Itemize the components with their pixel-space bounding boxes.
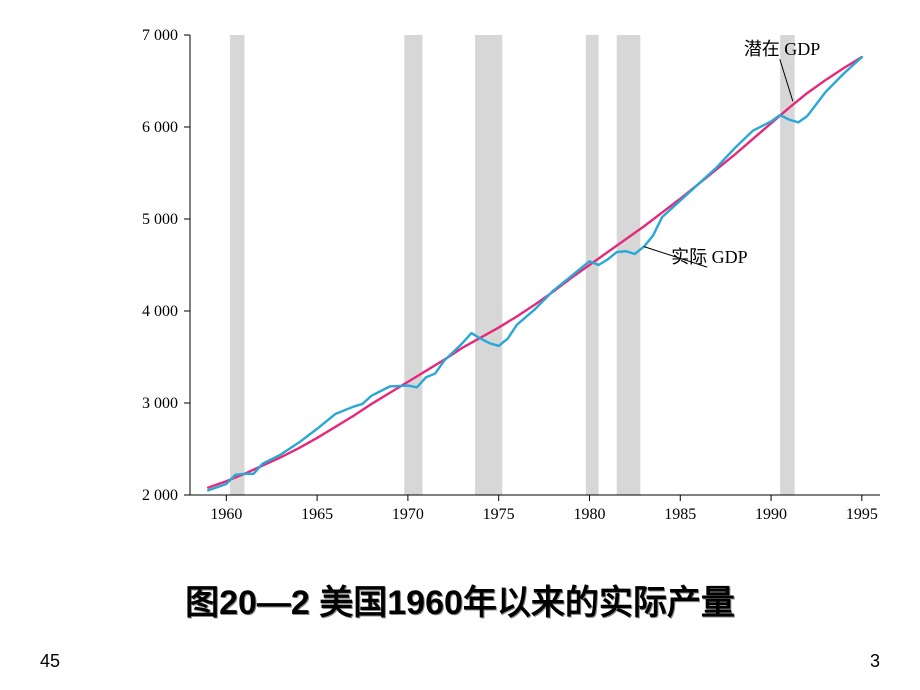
page-number-right: 3 <box>870 651 880 672</box>
svg-text:2 000: 2 000 <box>142 487 178 504</box>
svg-text:1960: 1960 <box>210 506 242 523</box>
svg-text:1990: 1990 <box>755 506 787 523</box>
svg-text:1965: 1965 <box>301 506 333 523</box>
gdp-chart: 2 000 3 000 4 000 5 000 6 000 7 000 1960 1965 19… <box>110 25 890 545</box>
svg-text:3 000: 3 000 <box>142 395 178 412</box>
svg-text:1970: 1970 <box>392 506 424 523</box>
svg-text:7 000: 7 000 <box>142 27 178 44</box>
figure-caption: 图20—2 美国1960年以来的实际产量 <box>0 575 920 624</box>
svg-text:潜在 GDP: 潜在 GDP <box>744 39 821 59</box>
svg-text:6 000: 6 000 <box>142 119 178 136</box>
svg-text:1985: 1985 <box>664 506 696 523</box>
svg-text:实际 GDP: 实际 GDP <box>671 247 748 267</box>
svg-text:5 000: 5 000 <box>142 211 178 228</box>
svg-text:1975: 1975 <box>483 506 515 523</box>
svg-text:1980: 1980 <box>573 506 605 523</box>
svg-text:4 000: 4 000 <box>142 303 178 320</box>
svg-text:1995: 1995 <box>846 506 878 523</box>
page-number-left: 45 <box>40 651 60 672</box>
